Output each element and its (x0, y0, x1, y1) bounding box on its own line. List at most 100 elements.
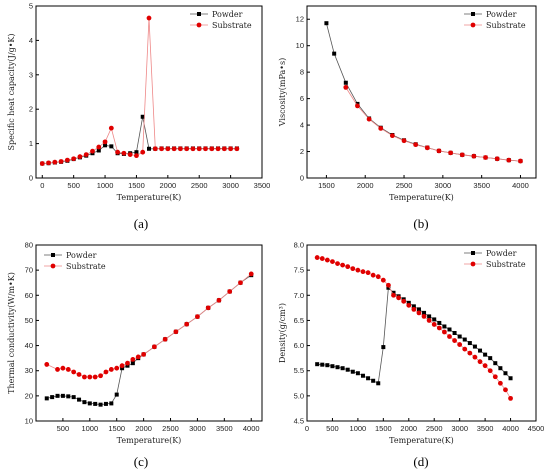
legend: Powder Substrate (464, 249, 526, 269)
data-point (108, 125, 114, 131)
data-point (503, 387, 508, 393)
chart-d: 0 500 1000 1500 2000 2500 3000 3500 4000 4500 4.5 5… (278, 241, 544, 470)
x-tick-label: 1500 (318, 181, 335, 190)
data-point (421, 314, 427, 319)
data-point (340, 366, 345, 371)
data-point (134, 150, 139, 155)
data-point (65, 367, 71, 372)
data-point (452, 338, 457, 343)
data-point (498, 366, 503, 371)
data-point (411, 306, 417, 312)
data-point (467, 350, 473, 356)
data-point (184, 321, 190, 327)
x-tick-label: 4000 (512, 181, 529, 190)
data-point (330, 259, 335, 264)
x-tick-label: 500 (326, 424, 339, 433)
chart-b: 1500 2000 2500 3000 3500 4000 0 2 4 6 8 10 12 Tempera… (278, 5, 537, 231)
x-tick-label: 1500 (128, 181, 145, 190)
y-tick-label: 7.0 (294, 291, 304, 300)
series-powder (315, 285, 513, 386)
chart-caption: (d) (413, 454, 428, 469)
data-point (46, 160, 51, 166)
data-point (437, 320, 442, 325)
data-point (114, 392, 119, 397)
data-point (190, 146, 196, 152)
y-tick-label: 30 (25, 366, 33, 375)
data-point (457, 334, 462, 339)
y-tick-label: 6.0 (294, 341, 304, 350)
data-point (427, 314, 432, 319)
legend-marker (196, 22, 202, 28)
data-point (411, 304, 416, 309)
y-tick-label: 60 (25, 291, 33, 300)
data-point (494, 156, 500, 162)
data-point (209, 146, 215, 152)
x-tick-label: 500 (57, 424, 70, 433)
data-point (134, 153, 139, 159)
data-point (109, 401, 114, 406)
data-point (55, 393, 60, 398)
data-point (103, 401, 108, 406)
data-point (216, 297, 222, 303)
data-point (442, 329, 447, 335)
x-tick-label: 3500 (216, 424, 233, 433)
y-tick-label: 1 (29, 139, 33, 148)
data-point (55, 367, 60, 372)
x-tick-label: 2000 (357, 181, 374, 190)
data-point (447, 334, 452, 339)
x-axis-label: Temperature(K) (117, 193, 182, 202)
data-point (76, 372, 82, 377)
series-substrate (44, 271, 254, 380)
data-point (227, 289, 233, 294)
y-tick-label: 12 (296, 15, 304, 24)
data-point (406, 302, 412, 308)
data-point (325, 363, 330, 368)
data-point (83, 152, 89, 158)
legend-marker (470, 261, 476, 267)
y-tick-label: 70 (25, 266, 33, 275)
data-point (96, 148, 101, 153)
series-substrate (314, 255, 513, 401)
data-point (396, 295, 401, 301)
x-tick-label: 0 (40, 181, 44, 190)
y-tick-label: 10 (296, 41, 304, 50)
data-point (130, 357, 136, 362)
plot-frame (35, 244, 263, 422)
data-point (416, 307, 421, 312)
data-point (44, 396, 49, 401)
data-point (215, 146, 221, 152)
x-axis-label: Temperature(K) (389, 436, 454, 445)
legend-label: Powder (66, 251, 97, 260)
data-point (366, 116, 372, 122)
data-point (360, 373, 365, 378)
data-point (141, 351, 147, 357)
y-tick-label: 0 (300, 174, 304, 183)
y-tick-label: 4 (300, 121, 304, 130)
data-point (50, 395, 55, 400)
data-point (487, 368, 493, 374)
x-tick-label: 2000 (159, 181, 176, 190)
x-tick-label: 3000 (222, 181, 239, 190)
y-tick-label: 2 (300, 147, 304, 156)
data-point (60, 365, 66, 371)
series-line (42, 116, 237, 164)
y-tick-label: 8 (300, 68, 304, 77)
x-tick-label: 3000 (451, 424, 468, 433)
legend-label: Substrate (66, 262, 106, 271)
series-line (42, 17, 237, 164)
chart-caption: (b) (413, 216, 428, 231)
data-point (386, 285, 391, 290)
data-point (135, 354, 141, 360)
data-point (448, 150, 454, 156)
legend-label: Powder (486, 249, 517, 258)
data-point (221, 146, 227, 152)
data-point (426, 318, 432, 323)
data-point (320, 362, 325, 367)
chart-c: 500 1000 1500 2000 2500 3000 3500 4000 10 20 30 40 5… (7, 241, 263, 469)
data-point (71, 156, 77, 162)
y-axis-label: Specific heat capacity(J/g•K) (7, 33, 16, 150)
data-point (173, 329, 179, 335)
data-point (102, 139, 108, 145)
series-line (317, 257, 511, 399)
series-substrate (39, 15, 240, 166)
